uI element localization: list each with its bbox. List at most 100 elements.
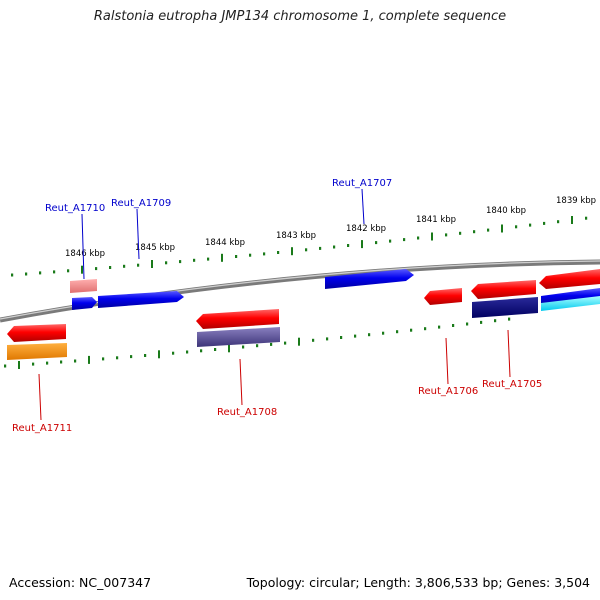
scale-tick-minor: [473, 230, 476, 234]
scale-tick-minor: [74, 359, 77, 363]
scale-tick-minor: [389, 239, 392, 243]
scale-tick-minor: [368, 333, 371, 337]
scale-label-1846: 1846 kbp: [65, 249, 105, 259]
scale-tick-minor: [494, 319, 497, 323]
gene-small-forward[interactable]: [72, 297, 97, 310]
scale-tick-minor: [207, 257, 210, 261]
scale-tick-major: [291, 247, 293, 256]
scale-tick-minor: [515, 225, 518, 229]
scale-tick-major: [228, 344, 230, 353]
scale-tick-minor: [116, 356, 119, 360]
scale-tick-minor: [284, 341, 287, 345]
gene-reut-a1711-b[interactable]: [7, 343, 67, 360]
scale-tick-minor: [557, 220, 560, 224]
label-reut-a1710[interactable]: Reut_A1710: [45, 203, 105, 214]
scale-tick-minor: [214, 348, 217, 351]
scale-label-1843: 1843 kbp: [276, 231, 316, 241]
scale-tick-major: [221, 253, 223, 262]
gene-reut-a1707[interactable]: [325, 269, 414, 289]
scale-tick-minor: [256, 344, 259, 348]
scale-tick-minor: [270, 342, 273, 346]
scale-tick-major: [158, 350, 160, 359]
gene-reut-a1706[interactable]: [424, 288, 462, 305]
scale-tick-major: [501, 224, 503, 233]
scale-tick-major: [431, 232, 433, 241]
scale-tick-minor: [109, 266, 112, 269]
scale-tick-major: [361, 240, 363, 249]
scale-ticks-top: [11, 216, 588, 277]
scale-tick-minor: [249, 253, 252, 257]
gene-reut-a1709[interactable]: [98, 291, 184, 308]
scale-tick-minor: [130, 355, 133, 359]
scale-tick-minor: [4, 364, 7, 368]
scale-tick-minor: [403, 238, 406, 242]
scale-tick-minor: [11, 273, 14, 277]
scale-tick-minor: [179, 260, 182, 264]
gene-reut-a1705-b[interactable]: [472, 297, 538, 318]
scale-tick-minor: [424, 327, 427, 331]
scale-label-1839: 1839 kbp: [556, 196, 596, 206]
scale-tick-minor: [347, 244, 350, 247]
scale-tick-minor: [263, 252, 266, 256]
scale-tick-minor: [39, 271, 42, 275]
scale-tick-minor: [585, 216, 588, 220]
scale-label-1841: 1841 kbp: [416, 215, 456, 225]
scale-tick-major: [151, 260, 153, 268]
scale-tick-minor: [102, 357, 105, 361]
scale-tick-major: [298, 337, 300, 346]
scale-tick-major: [18, 361, 20, 369]
scale-tick-minor: [186, 350, 189, 354]
scale-tick-minor: [305, 248, 308, 252]
gene-right-red[interactable]: [539, 269, 600, 289]
scale-tick-minor: [417, 236, 420, 240]
label-reut-a1705[interactable]: Reut_A1705: [482, 379, 542, 390]
gene-right-cyan[interactable]: [541, 296, 600, 311]
gene-right-blue[interactable]: [541, 288, 600, 305]
label-reut-a1706[interactable]: Reut_A1706: [418, 386, 478, 397]
scale-tick-minor: [452, 324, 455, 327]
scale-tick-minor: [326, 337, 329, 341]
scale-tick-minor: [95, 267, 98, 271]
scale-tick-minor: [354, 334, 357, 338]
label-reut-a1708[interactable]: Reut_A1708: [217, 407, 277, 418]
topology-text: Topology: circular; Length: 3,806,533 bp…: [246, 575, 590, 590]
scale-tick-minor: [53, 270, 56, 274]
scale-tick-minor: [123, 264, 126, 268]
scale-tick-minor: [165, 261, 168, 265]
scale-tick-minor: [60, 360, 63, 364]
gene-reut-a1711[interactable]: [7, 324, 66, 342]
label-reut-a1711[interactable]: Reut_A1711: [12, 423, 72, 434]
scale-tick-minor: [137, 263, 140, 267]
scale-tick-minor: [235, 255, 238, 258]
scale-tick-minor: [25, 272, 28, 276]
scale-tick-minor: [340, 336, 343, 339]
scale-tick-minor: [529, 223, 532, 227]
scale-tick-minor: [242, 345, 245, 349]
gene-reut-a1705[interactable]: [471, 280, 536, 299]
scale-label-1845: 1845 kbp: [135, 243, 175, 253]
scale-tick-minor: [543, 221, 546, 225]
scale-tick-minor: [466, 322, 469, 326]
scale-label-1842: 1842 kbp: [346, 224, 386, 234]
leader-reut-a1705: [507, 329, 511, 378]
scale-tick-minor: [410, 328, 413, 332]
scale-tick-minor: [277, 251, 280, 254]
gene-reut-a1708-b[interactable]: [197, 327, 280, 347]
accession-text: Accession: NC_007347: [9, 575, 152, 590]
scale-tick-minor: [375, 241, 378, 245]
label-leaders: [38, 188, 511, 421]
gene-reut-a1708[interactable]: [196, 309, 279, 329]
leader-reut-a1706: [445, 337, 449, 385]
label-reut-a1709[interactable]: Reut_A1709: [111, 198, 171, 209]
leader-reut-a1708: [239, 358, 243, 406]
scale-tick-minor: [480, 320, 483, 324]
scale-label-1840: 1840 kbp: [486, 206, 526, 216]
gene-reut-a1710[interactable]: [70, 279, 97, 293]
scale-tick-major: [571, 216, 573, 224]
scale-tick-minor: [32, 362, 35, 366]
scale-tick-minor: [382, 331, 385, 335]
scale-tick-minor: [200, 349, 203, 353]
label-reut-a1707[interactable]: Reut_A1707: [332, 178, 392, 189]
